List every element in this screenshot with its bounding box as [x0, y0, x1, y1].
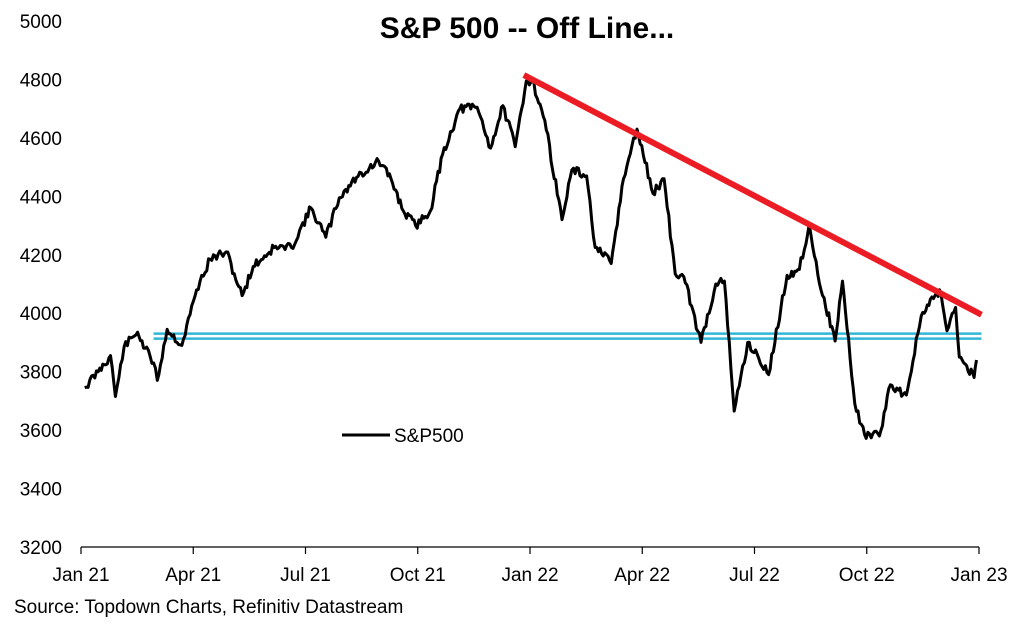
x-tick-label: Jan 21 [52, 565, 109, 586]
y-tick-label: 5000 [20, 12, 62, 33]
x-tick-label: Oct 21 [390, 565, 446, 586]
x-tick-label: Jul 22 [729, 565, 780, 586]
x-tick-label: Apr 22 [614, 565, 670, 586]
x-tick-label: Apr 21 [165, 565, 221, 586]
x-tick-label: Oct 22 [839, 565, 895, 586]
chart-title: S&P 500 -- Off Line... [380, 12, 675, 45]
y-tick-label: 4000 [20, 304, 62, 325]
y-tick-label: 4400 [20, 187, 62, 208]
x-tick-label: Jan 23 [950, 565, 1007, 586]
legend: S&P500 [342, 426, 464, 447]
series-line-sp500 [84, 79, 978, 440]
y-tick-label: 4800 [20, 70, 62, 91]
y-tick-label: 4200 [20, 246, 62, 267]
y-tick-label: 3600 [20, 421, 62, 442]
y-tick-label: 3800 [20, 363, 62, 384]
y-tick-label: 3400 [20, 480, 62, 501]
series-layer [84, 72, 983, 440]
legend-label-sp500: S&P500 [394, 426, 464, 447]
x-axis-ticks: Jan 21 Apr 21 Jul 21 Oct 21 Jan 22 Apr 22 Jul … [52, 547, 1008, 586]
x-tick-label: Jan 22 [501, 565, 558, 586]
y-tick-label: 3200 [20, 538, 62, 559]
downtrend-line [522, 72, 983, 318]
x-tick-label: Jul 21 [280, 565, 331, 586]
y-tick-label: 4600 [20, 129, 62, 150]
annotations [153, 332, 982, 340]
source-note: Source: Topdown Charts, Refinitiv Datast… [14, 597, 403, 618]
y-axis-ticks: 3200 3400 3600 3800 4000 4200 4400 4600 4800 5000 [20, 12, 62, 559]
